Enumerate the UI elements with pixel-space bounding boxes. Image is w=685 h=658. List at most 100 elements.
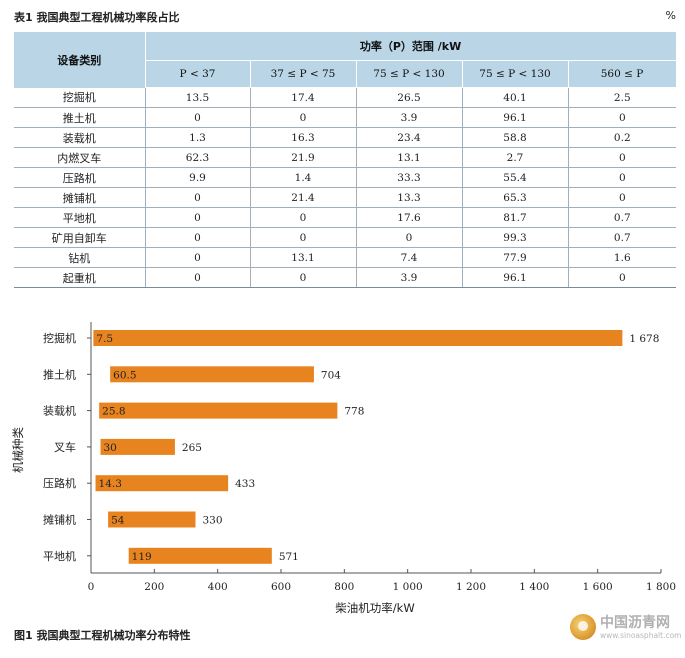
row-value: 0: [145, 227, 251, 248]
category-label: 挖掘机: [43, 331, 76, 345]
row-value: 3.9: [356, 267, 463, 288]
row-category: 起重机: [14, 267, 146, 288]
row-value: 65.3: [462, 187, 569, 208]
category-label: 压路机: [43, 476, 76, 490]
x-tick-label: 0: [88, 581, 95, 593]
bar: [95, 475, 229, 492]
row-value: 96.1: [462, 267, 569, 288]
table-row: 装载机 1.3 16.3 23.4 58.8 0.2: [14, 127, 677, 148]
bar: [93, 330, 623, 346]
range-header: 37 ≤ P < 75: [250, 60, 357, 88]
row-value: 99.3: [462, 227, 569, 248]
table-body: 挖掘机 13.5 17.4 26.5 40.1 2.5 推土机 0 0 3.9 96.1 0 装载机 1.…: [14, 87, 677, 288]
row-value: 0: [250, 267, 357, 288]
row-value: 0: [145, 207, 251, 228]
row-value: 9.9: [145, 167, 251, 188]
power-range-table: 设备类别 功率（P）范围 /kW P < 37 37 ≤ P < 75 75 ≤…: [14, 32, 677, 288]
row-value: 2.7: [462, 147, 569, 168]
figure-caption: 图1 我国典型工程机械功率分布特性: [14, 629, 191, 642]
row-category: 摊铺机: [14, 187, 146, 208]
row-value: 0: [250, 207, 357, 228]
row-value: 58.8: [462, 127, 569, 148]
row-value: 1.4: [250, 167, 357, 188]
x-tick-label: 1 600: [583, 581, 613, 593]
category-label: 叉车: [54, 440, 76, 454]
bar: [128, 547, 272, 564]
bar-min-label: 14.3: [99, 478, 122, 490]
table-row: 内燃叉车 62.3 21.9 13.1 2.7 0: [14, 147, 677, 168]
row-value: 7.4: [356, 247, 463, 268]
row-category: 压路机: [14, 167, 146, 188]
bar-min-label: 7.5: [96, 333, 113, 345]
power-distribution-chart: 7.5 1 678 60.5 704 25.8 778 30 265 14.3 433 54 330 1…: [11, 322, 676, 615]
table-row: 挖掘机 13.5 17.4 26.5 40.1 2.5: [14, 87, 677, 108]
row-value: 0: [145, 107, 251, 128]
bar: [110, 366, 314, 383]
row-value: 0: [356, 227, 463, 248]
x-tick-label: 800: [334, 581, 354, 593]
watermark: 中国沥青网 www.sinoasphalt.com: [570, 610, 682, 644]
x-tick-label: 600: [271, 581, 291, 593]
table-row: 平地机 0 0 17.6 81.7 0.7: [14, 207, 677, 228]
row-value: 1.6: [568, 247, 677, 268]
table-row: 矿用自卸车 0 0 0 99.3 0.7: [14, 227, 677, 248]
category-header: 设备类别: [14, 32, 146, 88]
row-value: 0.7: [568, 207, 677, 228]
row-value: 13.3: [356, 187, 463, 208]
row-value: 77.9: [462, 247, 569, 268]
bar-min-label: 119: [132, 551, 152, 563]
category-label: 摊铺机: [43, 513, 76, 527]
table-caption-row: 表1 我国典型工程机械功率段占比 %: [14, 9, 676, 25]
row-value: 26.5: [356, 87, 463, 108]
x-tick-label: 1 000: [393, 581, 423, 593]
table-title: 表1 我国典型工程机械功率段占比: [14, 11, 180, 24]
bar-max-label: 1 678: [629, 333, 659, 345]
row-value: 0: [568, 167, 677, 188]
row-value: 0: [568, 267, 677, 288]
row-category: 装载机: [14, 127, 146, 148]
range-header: 75 ≤ P < 130: [356, 60, 463, 88]
table-row: 压路机 9.9 1.4 33.3 55.4 0: [14, 167, 677, 188]
row-category: 内燃叉车: [14, 147, 146, 168]
bar-min-label: 30: [104, 442, 117, 454]
bar-max-label: 433: [235, 478, 255, 490]
table-row: 钻机 0 13.1 7.4 77.9 1.6: [14, 247, 677, 268]
bar-min-label: 25.8: [102, 406, 125, 418]
y-axis-title: 机械种类: [11, 427, 25, 473]
row-value: 0: [568, 147, 677, 168]
row-value: 0: [568, 187, 677, 208]
bar: [100, 438, 175, 455]
row-value: 0: [145, 187, 251, 208]
row-category: 平地机: [14, 207, 146, 228]
x-tick-label: 400: [208, 581, 228, 593]
bar-max-label: 704: [321, 369, 341, 381]
x-tick-label: 1 800: [646, 581, 676, 593]
x-axis-title: 柴油机功率/kW: [335, 601, 414, 615]
row-value: 81.7: [462, 207, 569, 228]
x-tick-label: 1 200: [456, 581, 486, 593]
row-value: 13.1: [250, 247, 357, 268]
row-value: 33.3: [356, 167, 463, 188]
row-value: 17.6: [356, 207, 463, 228]
bar-max-label: 778: [344, 406, 364, 418]
watermark-url: www.sinoasphalt.com: [600, 631, 682, 640]
row-category: 推土机: [14, 107, 146, 128]
row-value: 0: [145, 267, 251, 288]
row-value: 17.4: [250, 87, 357, 108]
row-value: 0: [145, 247, 251, 268]
watermark-logo-icon: [570, 614, 596, 640]
row-value: 0: [250, 107, 357, 128]
category-label: 平地机: [43, 549, 76, 563]
bar-max-label: 265: [182, 442, 202, 454]
x-tick-label: 200: [144, 581, 164, 593]
bar-min-label: 60.5: [113, 369, 136, 381]
row-value: 16.3: [250, 127, 357, 148]
bar: [108, 511, 196, 528]
row-value: 21.9: [250, 147, 357, 168]
category-label: 装载机: [43, 404, 76, 418]
table-unit: %: [665, 9, 676, 22]
row-value: 62.3: [145, 147, 251, 168]
bar-max-label: 571: [279, 551, 299, 563]
table-row: 推土机 0 0 3.9 96.1 0: [14, 107, 677, 128]
